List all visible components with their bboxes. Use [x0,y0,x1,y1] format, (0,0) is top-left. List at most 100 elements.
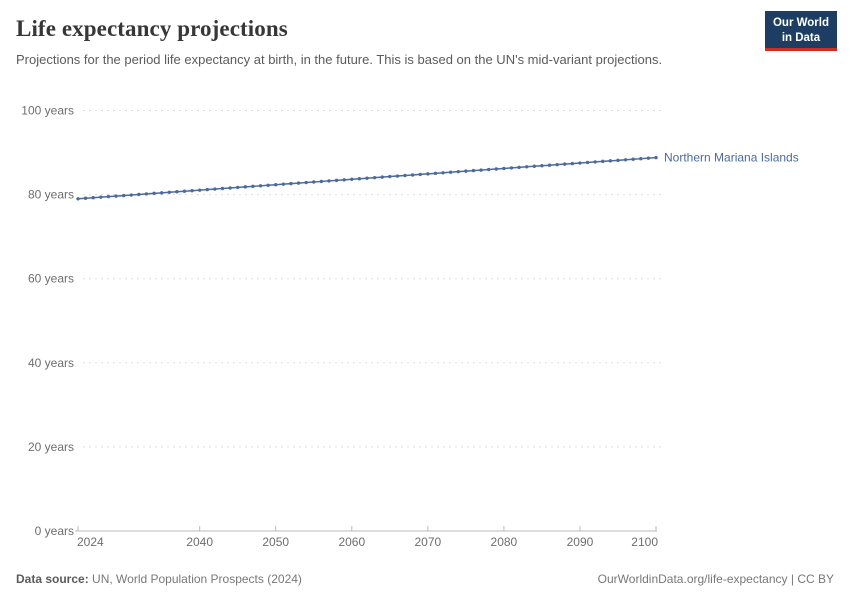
y-tick-label: 0 years [35,524,74,538]
x-tick-label: 2060 [338,535,365,549]
data-point[interactable] [563,162,567,166]
data-point[interactable] [395,174,400,178]
data-point[interactable] [623,158,628,162]
data-point[interactable] [494,167,498,171]
data-point[interactable] [509,166,514,170]
data-point[interactable] [585,160,590,165]
x-tick-label: 2080 [491,535,518,549]
data-point[interactable] [190,188,194,193]
chart-area[interactable]: 0 years 20 years 40 years 60 years 80 years 1… [0,95,850,560]
data-point[interactable] [312,180,316,184]
data-point[interactable] [342,178,346,182]
data-point[interactable] [616,158,620,163]
data-source-label: Data source: [16,572,89,586]
series-label[interactable]: Northern Mariana Islands [664,151,799,165]
x-tick-label: 2040 [186,535,213,549]
x-tick-label: 2100 [631,535,658,549]
y-tick-label: 40 years [28,356,74,370]
data-point[interactable] [639,156,643,161]
data-point[interactable] [654,155,658,160]
data-point[interactable] [243,185,248,189]
data-point[interactable] [304,180,308,185]
data-point[interactable] [502,166,506,171]
data-point[interactable] [327,179,331,183]
owid-logo[interactable]: Our World in Data [764,11,837,52]
data-point[interactable] [570,161,575,166]
data-point[interactable] [578,161,582,165]
data-point[interactable] [114,194,118,198]
data-point[interactable] [106,194,111,199]
data-point[interactable] [236,185,240,190]
chart-header: Life expectancy projections Projections … [16,16,730,69]
data-point[interactable] [83,196,88,200]
data-point[interactable] [319,179,324,184]
data-point[interactable] [296,181,301,185]
owid-logo-line2: in Data [781,31,821,44]
data-point[interactable] [121,193,126,198]
data-point[interactable] [182,189,187,193]
data-point[interactable] [220,186,225,191]
y-tick-label: 100 years [21,104,74,118]
data-point[interactable] [517,165,521,170]
data-point[interactable] [167,190,171,194]
data-point[interactable] [99,195,103,199]
y-tick-label: 60 years [28,272,74,286]
data-point[interactable] [441,171,445,175]
data-point[interactable] [228,186,232,190]
data-point[interactable] [471,168,476,173]
data-point[interactable] [448,170,453,174]
data-source: Data source: UN, World Population Prospe… [16,572,302,586]
data-point[interactable] [175,190,179,194]
data-point[interactable] [281,182,286,186]
data-point[interactable] [289,181,293,186]
data-point[interactable] [357,177,362,181]
data-point[interactable] [403,173,407,178]
data-point[interactable] [380,175,384,179]
data-point[interactable] [631,157,635,161]
data-point[interactable] [365,176,369,180]
chart-footer: Data source: UN, World Population Prospe… [16,572,834,586]
data-point[interactable] [479,168,483,172]
x-tick-label: 2024 [77,535,104,549]
page-title: Life expectancy projections [16,16,288,41]
data-point[interactable] [258,184,263,188]
chart-svg[interactable]: 0 years 20 years 40 years 60 years 80 years 1… [0,95,850,560]
data-point[interactable] [274,183,278,187]
data-point[interactable] [159,191,164,195]
data-point[interactable] [388,174,392,179]
data-point[interactable] [137,192,141,197]
data-point[interactable] [426,172,430,176]
data-point[interactable] [372,175,377,180]
data-point[interactable] [251,184,255,189]
data-point[interactable] [464,169,468,173]
data-point[interactable] [418,172,422,177]
data-point[interactable] [525,165,529,169]
data-point[interactable] [410,173,415,177]
data-point[interactable] [593,160,597,164]
data-point[interactable] [608,159,613,163]
data-point[interactable] [456,169,460,174]
data-point[interactable] [152,191,156,196]
x-tick-label: 2070 [414,535,441,549]
data-point[interactable] [144,192,149,196]
data-point[interactable] [350,177,354,181]
data-point[interactable] [646,156,651,160]
y-tick-label: 20 years [28,440,74,454]
data-point[interactable] [540,164,544,168]
data-point[interactable] [555,162,559,167]
data-point[interactable] [213,187,217,191]
data-point[interactable] [334,178,339,183]
data-point[interactable] [266,183,270,187]
data-point[interactable] [197,188,202,192]
data-point[interactable] [205,187,209,192]
data-point[interactable] [547,163,552,167]
data-point[interactable] [601,159,605,164]
data-point[interactable] [91,196,95,200]
data-point[interactable] [486,167,491,172]
data-point[interactable] [532,164,537,168]
data-point[interactable] [76,197,80,201]
footer-link[interactable]: OurWorldinData.org/life-expectancy | CC … [597,572,834,586]
data-point[interactable] [433,171,438,176]
x-tick-label: 2090 [567,535,594,549]
data-point[interactable] [129,193,133,197]
